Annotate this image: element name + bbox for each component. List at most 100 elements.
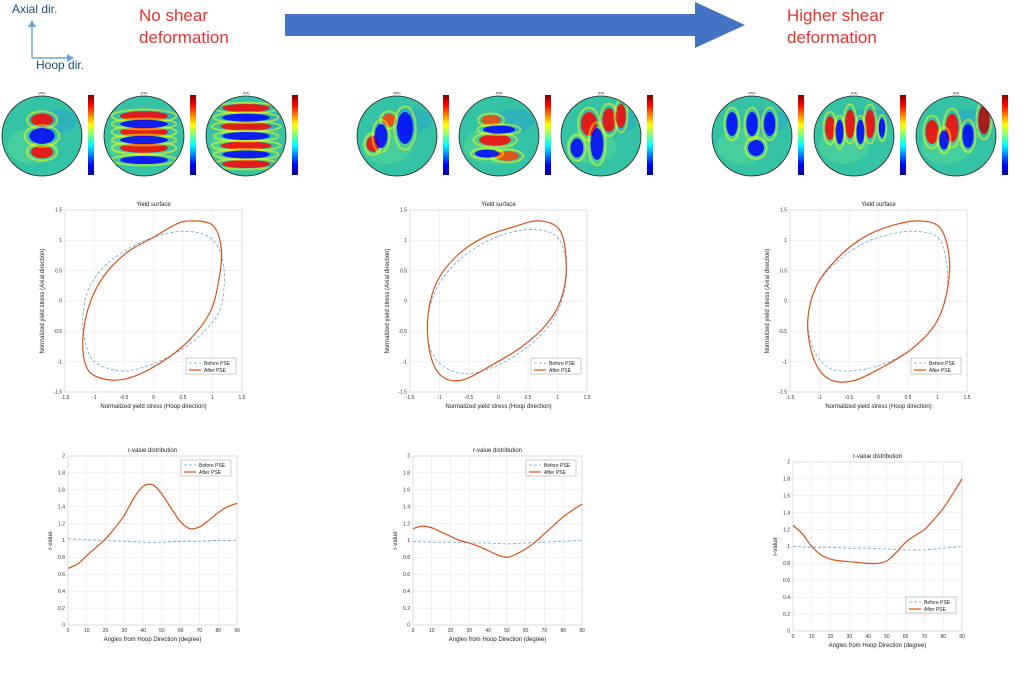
legend-entry: After PSE bbox=[549, 368, 572, 374]
r-value-chart-mid-shear: 0 10 20 30 40 50 60 70 80 90 0 0.2 0.4 0.6 0.8 1 1.2 1.4 1… bbox=[393, 448, 585, 643]
pole-figure-label: {011} bbox=[496, 91, 503, 95]
x-tick-label: 0 bbox=[877, 395, 880, 401]
x-tick-label: 70 bbox=[922, 634, 928, 640]
y-tick-label: 1 bbox=[59, 238, 62, 244]
y-tick-label: -1.5 bbox=[778, 390, 787, 396]
x-tick-label: 30 bbox=[847, 634, 853, 640]
legend-entry: Before PSE bbox=[204, 361, 231, 367]
y-tick-label: 0.5 bbox=[780, 268, 787, 274]
y-tick-label: 0 bbox=[62, 623, 65, 629]
y-tick-label: -0.5 bbox=[778, 329, 787, 335]
y-tick-label: 2 bbox=[407, 454, 410, 460]
x-tick-label: -0.5 bbox=[845, 395, 854, 401]
legend-entry: Before PSE bbox=[929, 361, 956, 367]
pole-figure bbox=[104, 96, 184, 176]
y-tick-label: 1 bbox=[404, 238, 407, 244]
series-before-pse bbox=[412, 540, 583, 545]
yield-surface-chart-high-shear: -1.5 -1 -0.5 0 0.5 1 1.5 -1.5 -1 -0.5 0 0.5 1 1.5 Yiel… bbox=[765, 202, 971, 410]
x-tick-label: 40 bbox=[485, 628, 491, 634]
y-tick-label: 0 bbox=[787, 629, 790, 635]
y-tick-label: 1.8 bbox=[783, 477, 790, 483]
y-tick-label: -1.5 bbox=[398, 390, 407, 396]
pole-figure bbox=[814, 96, 894, 176]
x-tick-label: 30 bbox=[122, 628, 128, 634]
y-tick-label: 1.5 bbox=[400, 208, 407, 214]
pole-figure-label: {001} bbox=[748, 91, 755, 95]
y-tick-label: -1 bbox=[403, 359, 408, 365]
y-tick-label: 1.8 bbox=[403, 471, 410, 477]
series-after-pse bbox=[792, 478, 963, 565]
x-tick-label: 0 bbox=[497, 395, 500, 401]
series-before-pse bbox=[67, 538, 238, 543]
chart-title: r-value distribution bbox=[473, 448, 522, 454]
legend-entry: Before PSE bbox=[544, 463, 571, 469]
no-shear-title-line1: No shear bbox=[139, 6, 208, 25]
x-tick-label: 1 bbox=[556, 395, 559, 401]
axes-indicator bbox=[28, 20, 74, 62]
x-tick-label: 70 bbox=[542, 628, 548, 634]
y-tick-label: 0.2 bbox=[58, 606, 65, 612]
x-axis-label: Normalized yield stress (Hoop direction) bbox=[100, 404, 206, 410]
y-tick-label: 0.4 bbox=[403, 589, 410, 595]
pole-figure bbox=[712, 96, 792, 176]
y-tick-label: 0.2 bbox=[783, 612, 790, 618]
pole-figure-set: {001} {011} {111} bbox=[711, 91, 1008, 177]
pole-figure bbox=[2, 96, 82, 176]
y-tick-label: -1.5 bbox=[53, 390, 62, 396]
legend-entry: Before PSE bbox=[199, 463, 226, 469]
x-tick-label: 50 bbox=[884, 634, 890, 640]
y-axis-label: Normalized yield stress (Axial direction… bbox=[40, 248, 46, 353]
series-before-pse bbox=[426, 228, 568, 375]
x-tick-label: -1.5 bbox=[61, 395, 70, 401]
no-shear-title: No shear deformation bbox=[139, 5, 229, 49]
y-tick-label: 0.6 bbox=[403, 572, 410, 578]
x-tick-label: 90 bbox=[579, 628, 585, 634]
y-tick-label: 1.6 bbox=[58, 488, 65, 494]
x-tick-label: 10 bbox=[84, 628, 90, 634]
y-tick-label: 1.4 bbox=[58, 504, 65, 510]
x-tick-label: 20 bbox=[828, 634, 834, 640]
x-tick-label: -0.5 bbox=[120, 395, 129, 401]
legend-entry: After PSE bbox=[924, 607, 947, 613]
x-tick-label: 1 bbox=[211, 395, 214, 401]
y-axis-label: r-value bbox=[393, 531, 399, 550]
pole-figure-label: {001} bbox=[38, 91, 45, 95]
y-tick-label: 1.4 bbox=[403, 504, 410, 510]
x-axis-label: Normalized yield stress (Hoop direction) bbox=[825, 404, 931, 410]
y-tick-label: 1 bbox=[784, 238, 787, 244]
pole-figures-high-shear: {001} {011} {111} bbox=[710, 88, 1020, 188]
x-tick-label: -1 bbox=[92, 395, 97, 401]
x-tick-label: 20 bbox=[103, 628, 109, 634]
chart-title: r-value distribution bbox=[128, 448, 177, 454]
pole-figures-no-shear: {001} {011} {111} bbox=[0, 88, 310, 188]
series-after-pse bbox=[426, 220, 567, 382]
x-axis-label: Normalized yield stress (Hoop direction) bbox=[445, 404, 551, 410]
chart-title: Yield surface bbox=[861, 202, 896, 208]
legend-entry: After PSE bbox=[199, 470, 222, 476]
pole-figures-mid-shear: {001} {011} {111} bbox=[355, 88, 665, 188]
x-tick-label: 40 bbox=[140, 628, 146, 634]
y-tick-label: 1 bbox=[407, 538, 410, 544]
y-tick-label: 0.5 bbox=[400, 268, 407, 274]
x-tick-label: 0.5 bbox=[905, 395, 912, 401]
x-tick-label: 1 bbox=[936, 395, 939, 401]
x-tick-label: 60 bbox=[523, 628, 529, 634]
y-tick-label: 0 bbox=[407, 623, 410, 629]
y-tick-label: 1.8 bbox=[58, 471, 65, 477]
x-tick-label: 0.5 bbox=[180, 395, 187, 401]
y-tick-label: 1.5 bbox=[55, 208, 62, 214]
x-axis-label: Angles from Hoop Direction (degree) bbox=[104, 637, 202, 643]
y-tick-label: 0.8 bbox=[783, 561, 790, 567]
r-value-chart-high-shear: 0 10 20 30 40 50 60 70 80 90 0 0.2 0.4 0.6 0.8 1 1.2 1.4 1… bbox=[773, 454, 965, 649]
pole-figure-label: {111} bbox=[598, 91, 605, 95]
legend-entry: Before PSE bbox=[924, 600, 951, 606]
chart-title: Yield surface bbox=[481, 202, 516, 208]
legend-entry: After PSE bbox=[544, 470, 567, 476]
x-tick-label: -1 bbox=[817, 395, 822, 401]
x-tick-label: 1.5 bbox=[964, 395, 971, 401]
chart-title: Yield surface bbox=[136, 202, 171, 208]
y-tick-label: 1.4 bbox=[783, 510, 790, 516]
y-tick-label: 0 bbox=[404, 299, 407, 305]
x-tick-label: 30 bbox=[467, 628, 473, 634]
legend-entry: After PSE bbox=[204, 368, 227, 374]
